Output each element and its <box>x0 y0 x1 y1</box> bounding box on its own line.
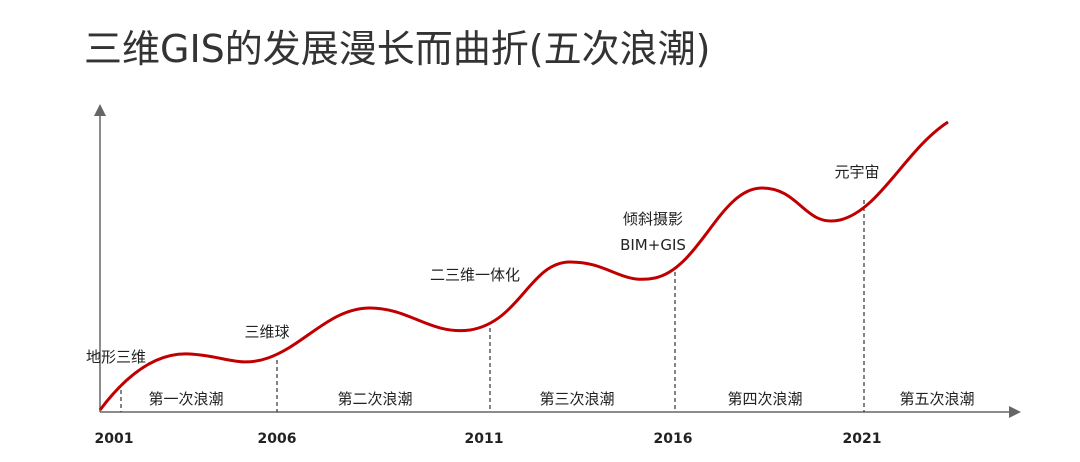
year-label: 2001 <box>95 431 134 447</box>
title: 三维GIS的发展漫长而曲折(五次浪潮) <box>84 27 710 71</box>
milestone-label: 倾斜摄影 <box>623 210 683 228</box>
milestone-label: 二三维一体化 <box>430 266 520 284</box>
year-label: 2006 <box>258 431 297 447</box>
year-label: 2016 <box>654 431 693 447</box>
milestone-label: BIM+GIS <box>620 236 686 254</box>
milestone-label: 三维球 <box>244 323 289 341</box>
wave-label: 第一次浪潮 <box>148 390 223 408</box>
labels: 2001 2006 2011 2016 2021 第一次浪潮 第二次浪潮 第三次浪潮 第四次浪潮… <box>86 163 975 447</box>
year-label: 2021 <box>843 431 882 447</box>
development-curve <box>98 120 949 411</box>
milestone-label: 元宇宙 <box>834 163 879 181</box>
wave-label: 第三次浪潮 <box>539 390 614 408</box>
year-label: 2011 <box>465 431 504 447</box>
dividers <box>120 200 865 412</box>
wave-label: 第四次浪潮 <box>727 390 802 408</box>
wave-label: 第五次浪潮 <box>899 390 974 408</box>
milestone-label: 地形三维 <box>86 348 146 366</box>
wave-label: 第二次浪潮 <box>337 390 412 408</box>
